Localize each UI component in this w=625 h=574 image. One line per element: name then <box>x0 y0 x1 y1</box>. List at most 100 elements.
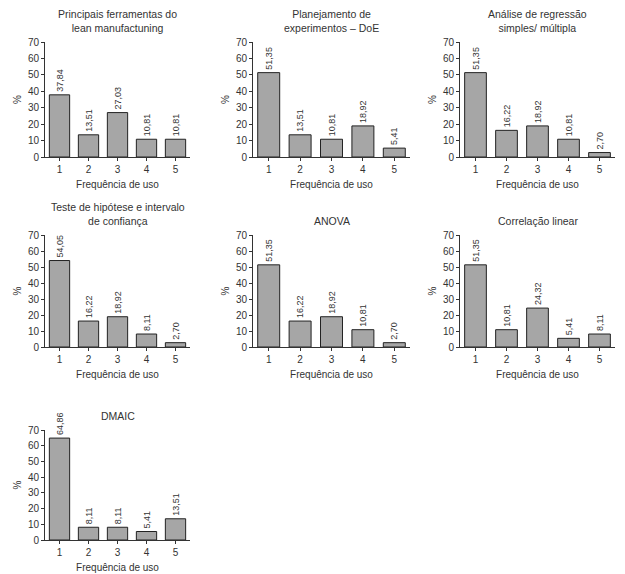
svg-text:10: 10 <box>443 135 455 146</box>
svg-text:10: 10 <box>28 326 40 337</box>
svg-text:%: % <box>427 95 438 104</box>
svg-text:40: 40 <box>236 278 248 289</box>
svg-text:60: 60 <box>236 246 248 257</box>
svg-text:70: 70 <box>443 37 455 48</box>
svg-text:2: 2 <box>86 354 92 365</box>
svg-text:30: 30 <box>28 487 40 498</box>
svg-text:5: 5 <box>392 354 398 365</box>
svg-text:%: % <box>220 95 231 104</box>
svg-text:0: 0 <box>33 152 39 163</box>
svg-text:10,81: 10,81 <box>171 114 181 137</box>
svg-text:4: 4 <box>360 354 366 365</box>
svg-text:37,84: 37,84 <box>55 69 65 92</box>
svg-text:50: 50 <box>28 456 40 467</box>
svg-text:24,32: 24,32 <box>533 283 543 306</box>
svg-text:40: 40 <box>236 86 248 97</box>
svg-text:0: 0 <box>448 152 454 163</box>
svg-text:10: 10 <box>28 519 40 530</box>
svg-text:16,22: 16,22 <box>502 105 512 128</box>
svg-text:3: 3 <box>329 164 335 175</box>
svg-text:4: 4 <box>566 354 572 365</box>
svg-text:2: 2 <box>297 164 303 175</box>
svg-text:3: 3 <box>535 164 541 175</box>
svg-text:30: 30 <box>443 294 455 305</box>
svg-text:Frequência de uso: Frequência de uso <box>76 369 159 380</box>
svg-text:3: 3 <box>535 354 541 365</box>
svg-text:10: 10 <box>28 135 40 146</box>
svg-text:60: 60 <box>443 246 455 257</box>
svg-text:20: 20 <box>28 119 40 130</box>
svg-text:50: 50 <box>28 69 40 80</box>
svg-text:20: 20 <box>28 310 40 321</box>
svg-text:50: 50 <box>236 69 248 80</box>
svg-text:40: 40 <box>443 86 455 97</box>
svg-text:1: 1 <box>57 164 63 175</box>
svg-text:40: 40 <box>28 278 40 289</box>
svg-text:5,41: 5,41 <box>142 511 152 529</box>
svg-text:51,35: 51,35 <box>471 47 481 70</box>
svg-text:50: 50 <box>28 262 40 273</box>
svg-text:2: 2 <box>297 354 303 365</box>
svg-text:27,03: 27,03 <box>113 87 123 110</box>
svg-text:8,11: 8,11 <box>595 314 605 331</box>
svg-text:30: 30 <box>236 294 248 305</box>
svg-text:%: % <box>12 480 23 489</box>
svg-text:70: 70 <box>28 230 40 241</box>
svg-text:5: 5 <box>173 164 179 175</box>
svg-text:10,81: 10,81 <box>502 304 512 327</box>
svg-text:%: % <box>12 286 23 295</box>
svg-text:1: 1 <box>473 164 479 175</box>
svg-text:5: 5 <box>597 164 603 175</box>
svg-text:70: 70 <box>28 425 40 436</box>
svg-text:0: 0 <box>33 535 39 546</box>
svg-text:10: 10 <box>236 326 248 337</box>
svg-text:3: 3 <box>115 164 121 175</box>
svg-text:3: 3 <box>329 354 335 365</box>
svg-text:18,92: 18,92 <box>327 291 337 314</box>
svg-text:30: 30 <box>236 102 248 113</box>
svg-text:3: 3 <box>115 354 121 365</box>
svg-text:18,92: 18,92 <box>113 291 123 314</box>
svg-text:10,81: 10,81 <box>327 114 337 137</box>
svg-text:0: 0 <box>241 152 247 163</box>
svg-text:4: 4 <box>360 164 366 175</box>
svg-text:70: 70 <box>443 230 455 241</box>
svg-text:10,81: 10,81 <box>358 304 368 327</box>
svg-text:20: 20 <box>236 119 248 130</box>
svg-text:20: 20 <box>443 310 455 321</box>
svg-text:2,70: 2,70 <box>171 322 181 340</box>
svg-text:2: 2 <box>86 164 92 175</box>
svg-text:60: 60 <box>28 53 40 64</box>
svg-text:51,35: 51,35 <box>471 239 481 262</box>
svg-text:Frequência de uso: Frequência de uso <box>496 369 579 380</box>
svg-text:1: 1 <box>473 354 479 365</box>
svg-text:13,51: 13,51 <box>295 109 305 132</box>
svg-text:4: 4 <box>144 354 150 365</box>
svg-text:2: 2 <box>86 547 92 558</box>
svg-text:4: 4 <box>144 547 150 558</box>
svg-text:DMAIC: DMAIC <box>101 410 135 422</box>
svg-text:13,51: 13,51 <box>171 493 181 516</box>
svg-text:2,70: 2,70 <box>595 132 605 150</box>
svg-text:51,35: 51,35 <box>264 47 274 70</box>
svg-text:40: 40 <box>443 278 455 289</box>
svg-text:60: 60 <box>28 246 40 257</box>
svg-text:54,05: 54,05 <box>55 235 65 258</box>
svg-text:30: 30 <box>443 102 455 113</box>
svg-text:4: 4 <box>566 164 572 175</box>
svg-text:18,92: 18,92 <box>533 100 543 123</box>
svg-text:4: 4 <box>144 164 150 175</box>
svg-text:1: 1 <box>57 354 63 365</box>
svg-text:Frequência de uso: Frequência de uso <box>76 562 159 573</box>
svg-text:50: 50 <box>236 262 248 273</box>
svg-text:0: 0 <box>33 342 39 353</box>
svg-text:5,41: 5,41 <box>564 318 574 336</box>
svg-text:Frequência de uso: Frequência de uso <box>290 179 373 190</box>
svg-text:1: 1 <box>266 164 272 175</box>
svg-text:30: 30 <box>28 102 40 113</box>
svg-text:5: 5 <box>597 354 603 365</box>
svg-text:1: 1 <box>57 547 63 558</box>
svg-text:Frequência de uso: Frequência de uso <box>76 179 159 190</box>
svg-text:5: 5 <box>173 354 179 365</box>
svg-text:40: 40 <box>28 86 40 97</box>
